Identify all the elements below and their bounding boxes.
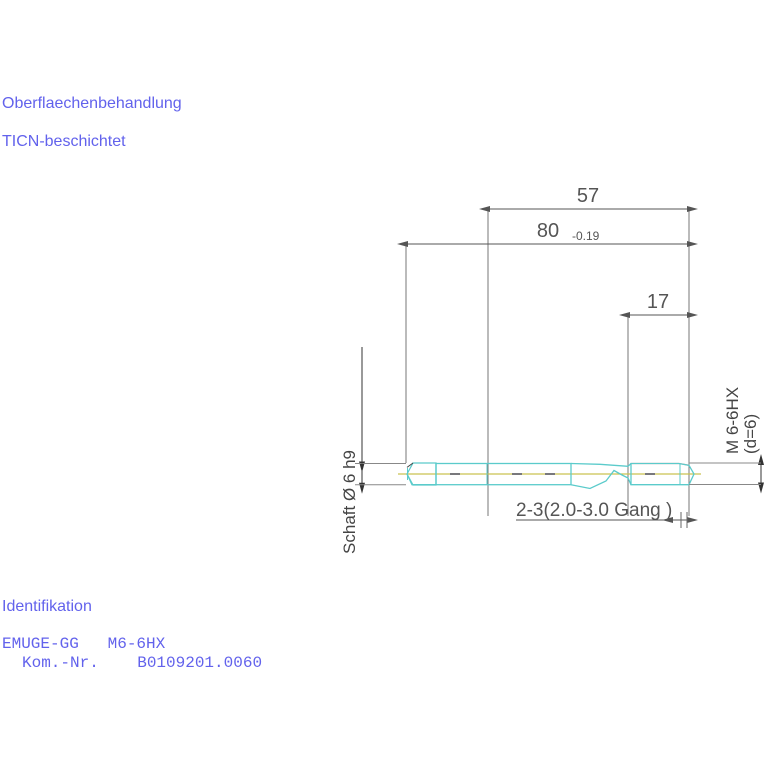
svg-text:80: 80	[537, 220, 559, 242]
svg-text:2-3(2.0-3.0 Gang ): 2-3(2.0-3.0 Gang )	[516, 500, 672, 521]
svg-text:-0.19: -0.19	[572, 229, 600, 243]
svg-text:Schaft Ø 6 h9: Schaft Ø 6 h9	[340, 450, 359, 554]
svg-text:17: 17	[647, 291, 669, 313]
svg-text:57: 57	[577, 185, 599, 207]
svg-text:M 6-6HX: M 6-6HX	[723, 387, 742, 454]
svg-text:(d=6): (d=6)	[741, 414, 760, 454]
